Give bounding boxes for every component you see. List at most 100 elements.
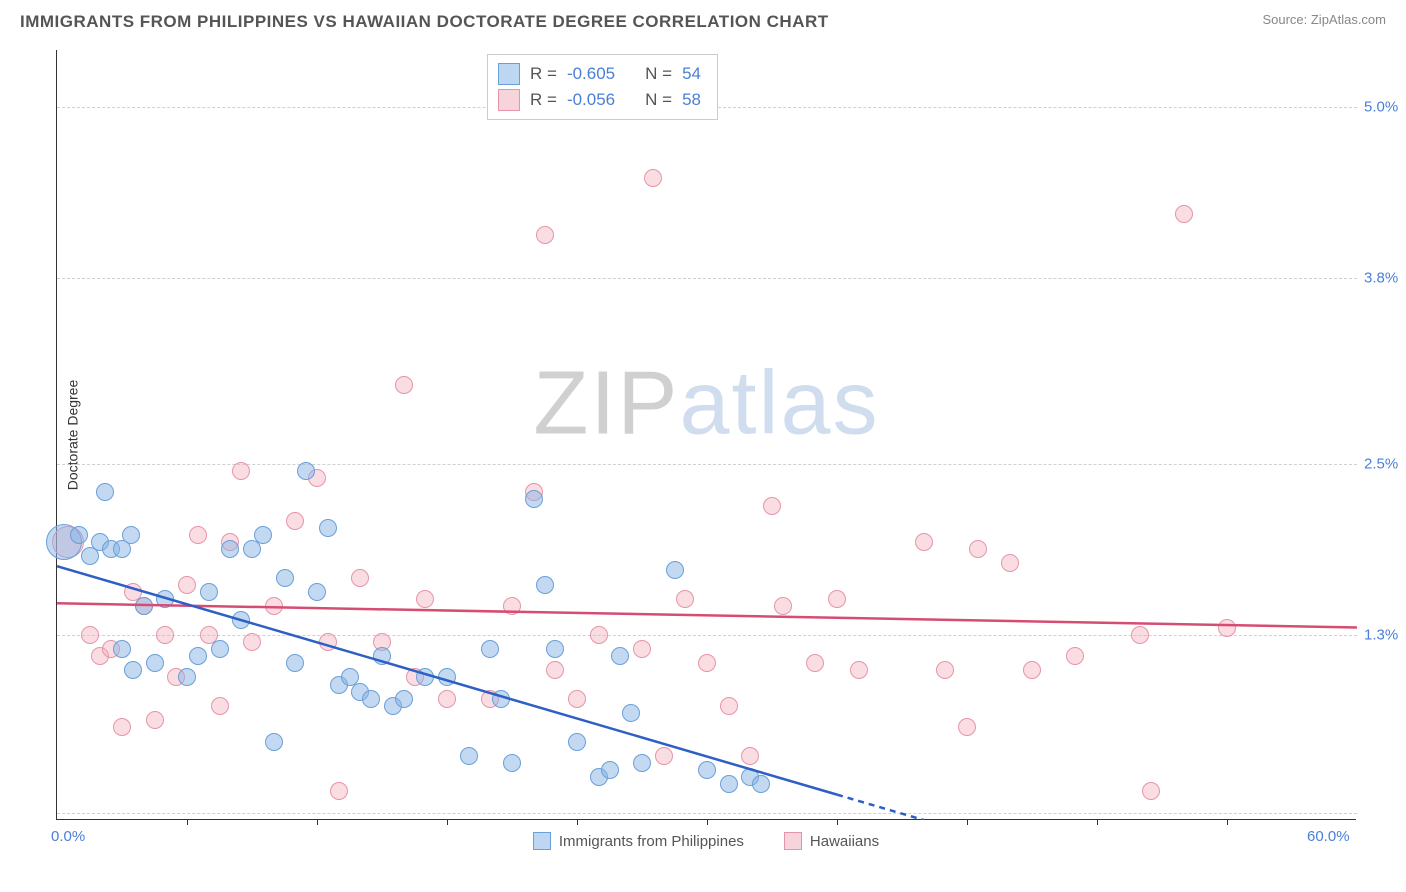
trend-lines: [57, 50, 1357, 820]
bottom-legend: Immigrants from Philippines Hawaiians: [56, 832, 1356, 850]
x-tick-mark: [187, 819, 188, 825]
scatter-point-pink: [850, 661, 868, 679]
scatter-point-blue: [622, 704, 640, 722]
scatter-point-blue: [124, 661, 142, 679]
scatter-point-pink: [438, 690, 456, 708]
y-axis-label: Doctorate Degree: [64, 379, 80, 490]
scatter-point-pink: [698, 654, 716, 672]
scatter-point-pink: [1001, 554, 1019, 572]
scatter-point-blue: [438, 668, 456, 686]
scatter-point-pink: [741, 747, 759, 765]
scatter-point-blue: [503, 754, 521, 772]
scatter-point-pink: [330, 782, 348, 800]
scatter-point-pink: [1142, 782, 1160, 800]
swatch-pink-icon: [784, 832, 802, 850]
x-tick-mark: [1227, 819, 1228, 825]
scatter-point-pink: [395, 376, 413, 394]
scatter-point-blue: [297, 462, 315, 480]
swatch-pink: [498, 89, 520, 111]
scatter-point-blue: [113, 640, 131, 658]
y-tick-label: 3.8%: [1364, 270, 1406, 287]
scatter-point-blue: [720, 775, 738, 793]
scatter-point-pink: [1023, 661, 1041, 679]
scatter-point-pink: [189, 526, 207, 544]
chart-title: IMMIGRANTS FROM PHILIPPINES VS HAWAIIAN …: [20, 12, 829, 32]
scatter-point-pink: [774, 597, 792, 615]
scatter-point-blue: [666, 561, 684, 579]
scatter-point-blue: [189, 647, 207, 665]
scatter-point-pink: [113, 718, 131, 736]
scatter-point-pink: [763, 497, 781, 515]
scatter-point-pink: [178, 576, 196, 594]
scatter-point-pink: [416, 590, 434, 608]
header: IMMIGRANTS FROM PHILIPPINES VS HAWAIIAN …: [0, 0, 1406, 38]
scatter-point-blue: [601, 761, 619, 779]
plot-area: Doctorate Degree 1.3%2.5%3.8%5.0% ZIPatl…: [56, 50, 1356, 820]
scatter-point-pink: [211, 697, 229, 715]
scatter-point-pink: [936, 661, 954, 679]
scatter-point-pink: [1066, 647, 1084, 665]
source-label: Source: ZipAtlas.com: [1262, 12, 1386, 27]
swatch-blue: [498, 63, 520, 85]
legend-item-blue: Immigrants from Philippines: [533, 832, 744, 850]
scatter-point-blue: [178, 668, 196, 686]
gridline: [57, 278, 1357, 279]
scatter-point-blue: [156, 590, 174, 608]
scatter-point-pink: [536, 226, 554, 244]
scatter-point-pink: [633, 640, 651, 658]
stats-row-pink: R = -0.056 N = 58: [498, 87, 701, 113]
chart-area: Doctorate Degree 1.3%2.5%3.8%5.0% ZIPatl…: [56, 50, 1356, 820]
x-tick-mark: [577, 819, 578, 825]
scatter-point-pink: [958, 718, 976, 736]
scatter-point-pink: [720, 697, 738, 715]
scatter-point-blue: [752, 775, 770, 793]
scatter-point-pink: [156, 626, 174, 644]
stats-row-blue: R = -0.605 N = 54: [498, 61, 701, 87]
x-tick-mark: [837, 819, 838, 825]
scatter-point-blue: [546, 640, 564, 658]
x-tick-mark: [447, 819, 448, 825]
x-tick-mark: [967, 819, 968, 825]
scatter-point-blue: [96, 483, 114, 501]
scatter-point-blue: [568, 733, 586, 751]
scatter-point-blue: [200, 583, 218, 601]
x-tick-mark: [707, 819, 708, 825]
scatter-point-pink: [1218, 619, 1236, 637]
scatter-point-blue: [211, 640, 229, 658]
scatter-point-pink: [351, 569, 369, 587]
swatch-blue-icon: [533, 832, 551, 850]
scatter-point-blue: [276, 569, 294, 587]
scatter-point-blue: [135, 597, 153, 615]
scatter-point-blue: [70, 526, 88, 544]
scatter-point-blue: [146, 654, 164, 672]
scatter-point-pink: [828, 590, 846, 608]
scatter-point-blue: [221, 540, 239, 558]
scatter-point-blue: [492, 690, 510, 708]
scatter-point-pink: [969, 540, 987, 558]
scatter-point-pink: [590, 626, 608, 644]
scatter-point-blue: [265, 733, 283, 751]
scatter-point-blue: [232, 611, 250, 629]
scatter-point-pink: [546, 661, 564, 679]
scatter-point-pink: [81, 626, 99, 644]
x-tick-mark: [1097, 819, 1098, 825]
scatter-point-pink: [232, 462, 250, 480]
scatter-point-pink: [503, 597, 521, 615]
scatter-point-blue: [308, 583, 326, 601]
scatter-point-blue: [373, 647, 391, 665]
scatter-point-pink: [568, 690, 586, 708]
scatter-point-pink: [676, 590, 694, 608]
scatter-point-pink: [644, 169, 662, 187]
scatter-point-pink: [1131, 626, 1149, 644]
scatter-point-pink: [286, 512, 304, 530]
scatter-point-blue: [633, 754, 651, 772]
x-tick-mark: [317, 819, 318, 825]
scatter-point-blue: [525, 490, 543, 508]
scatter-point-blue: [254, 526, 272, 544]
scatter-point-blue: [362, 690, 380, 708]
scatter-point-pink: [146, 711, 164, 729]
watermark: ZIPatlas: [533, 352, 879, 455]
scatter-point-blue: [536, 576, 554, 594]
scatter-point-pink: [265, 597, 283, 615]
scatter-point-blue: [611, 647, 629, 665]
